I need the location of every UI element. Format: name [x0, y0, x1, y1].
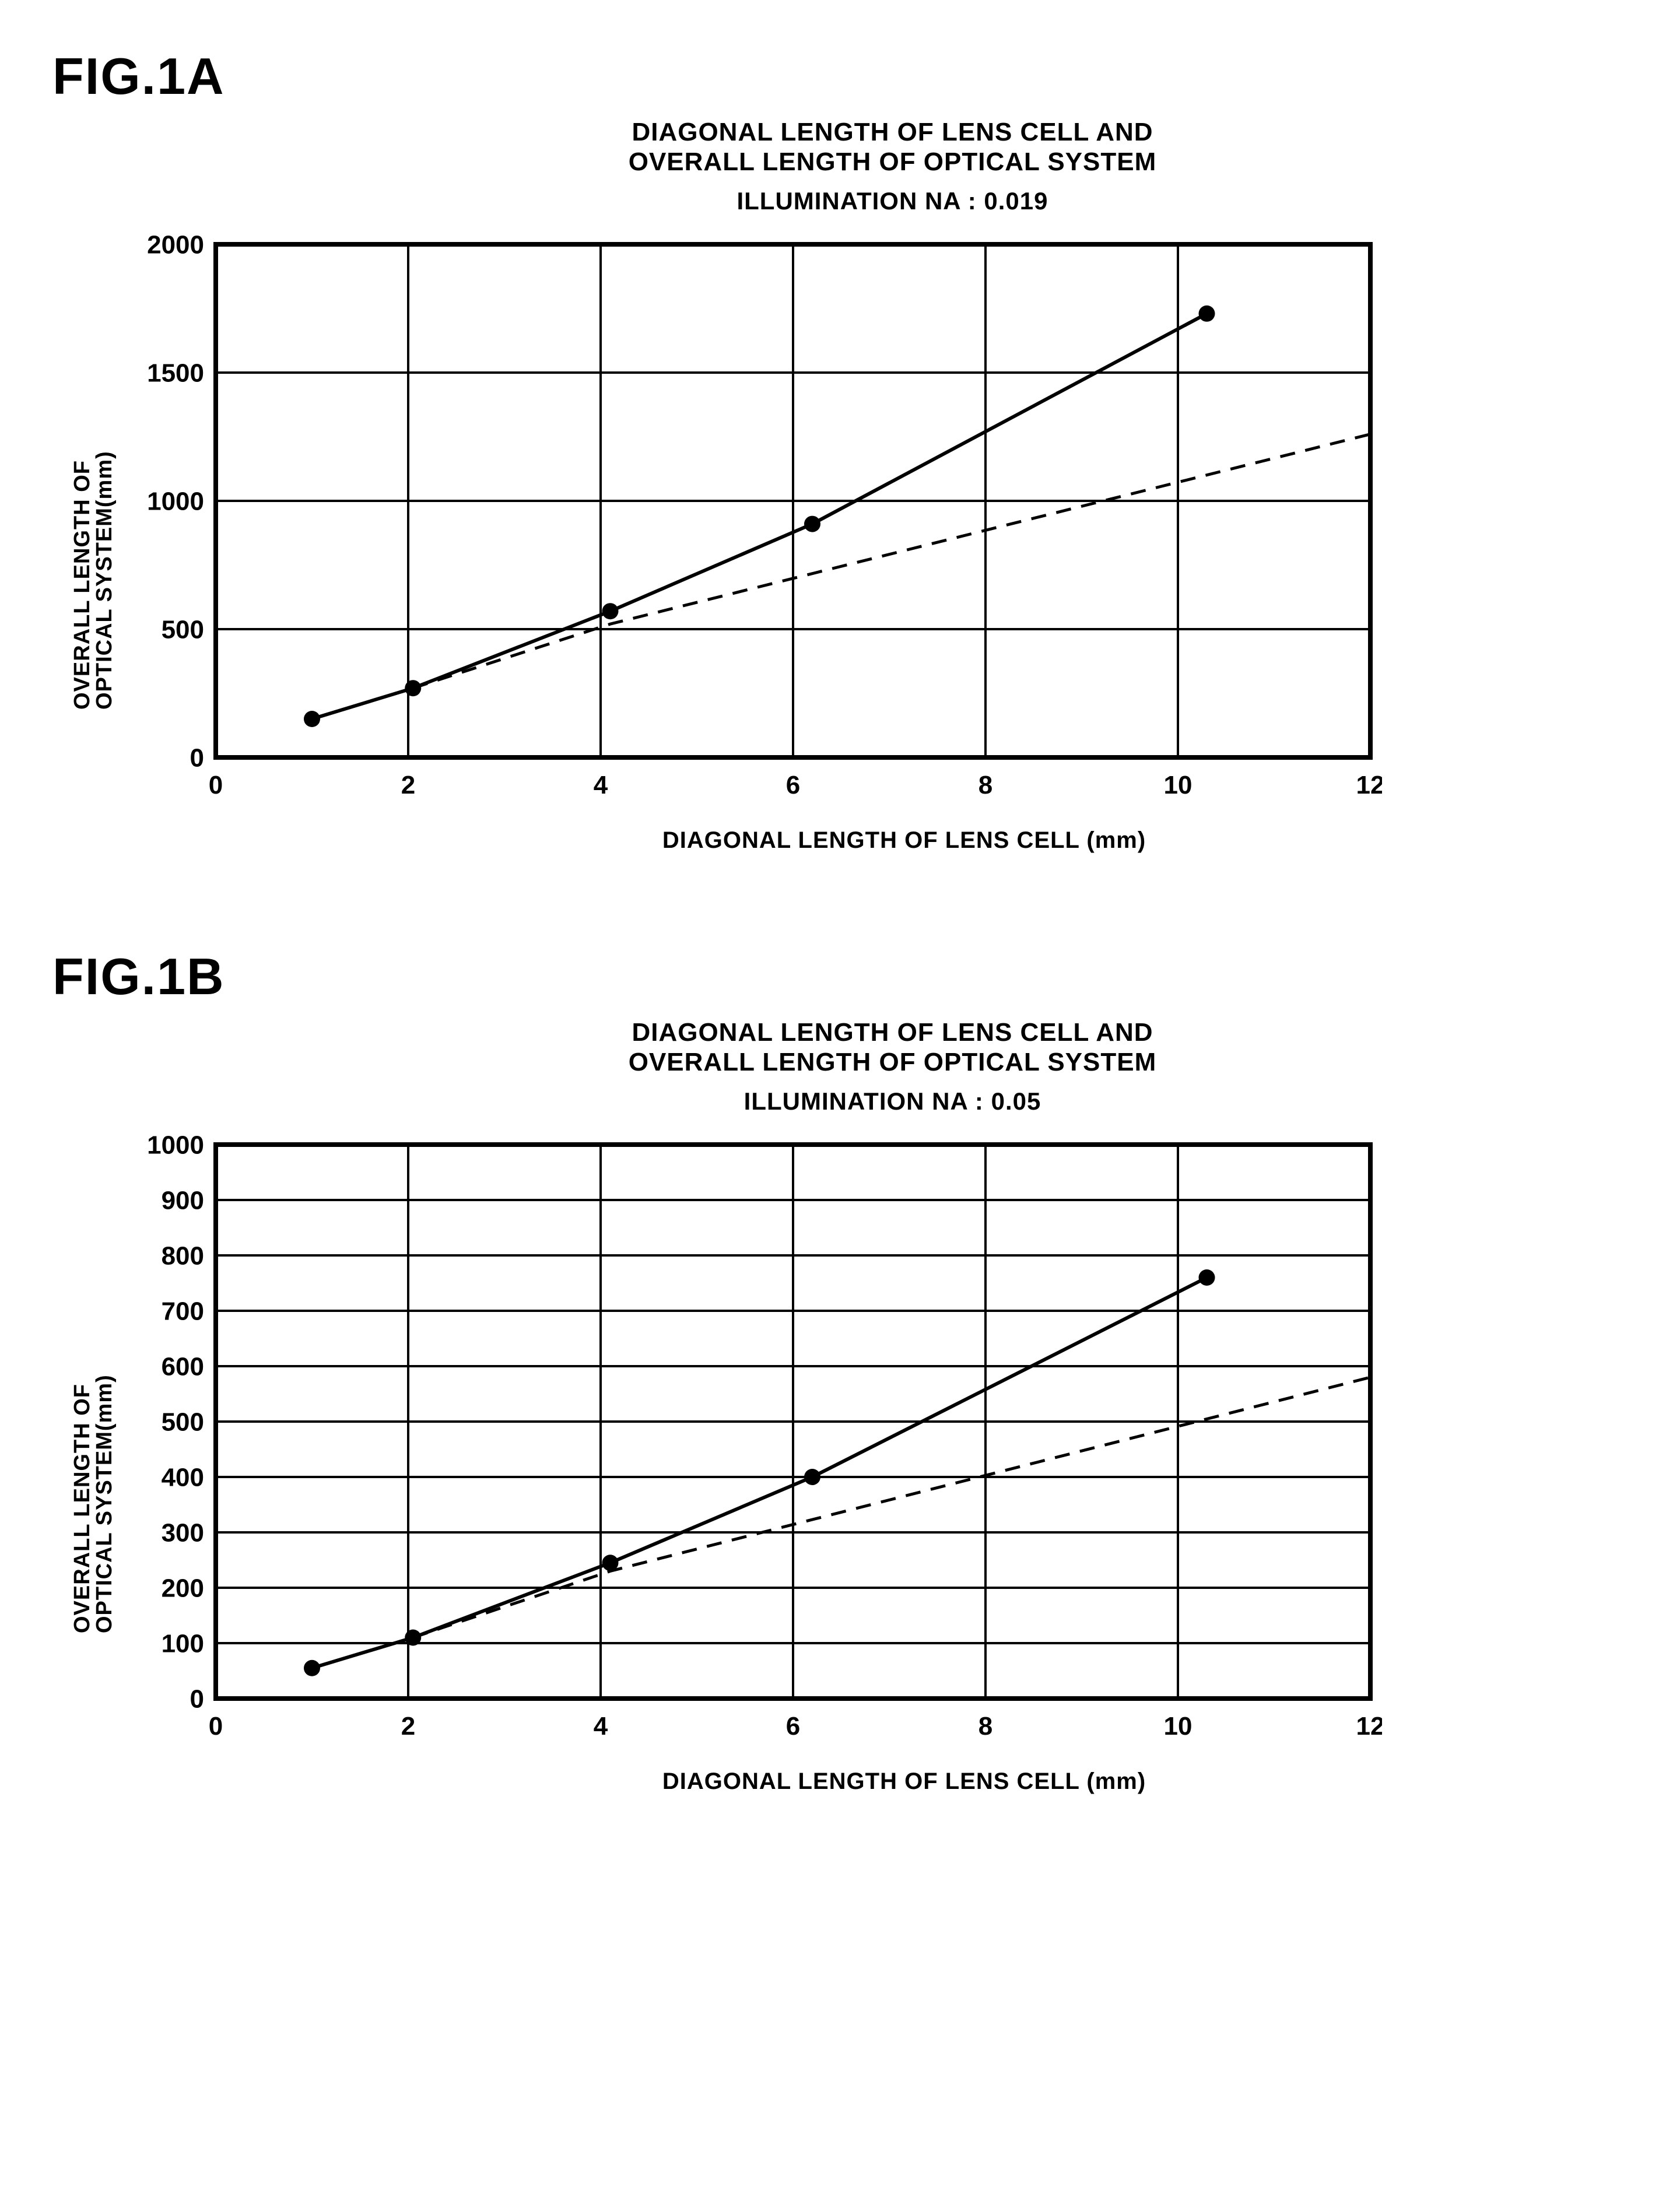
- chart-area-b: OVERALL LENGTH OF OPTICAL SYSTEM(mm) 010…: [128, 1133, 1645, 1795]
- ylabel-b: OVERALL LENGTH OF OPTICAL SYSTEM(mm): [71, 1213, 115, 1633]
- svg-text:8: 8: [978, 1712, 992, 1741]
- svg-text:6: 6: [786, 771, 800, 799]
- svg-text:0: 0: [190, 1685, 204, 1714]
- svg-text:2: 2: [401, 1712, 415, 1741]
- xlabel-a: DIAGONAL LENGTH OF LENS CELL (mm): [163, 827, 1645, 854]
- figure-1b: FIG.1B DIAGONAL LENGTH OF LENS CELL AND …: [35, 947, 1645, 1795]
- svg-text:300: 300: [162, 1519, 204, 1548]
- svg-text:900: 900: [162, 1187, 204, 1215]
- svg-text:10: 10: [1164, 771, 1193, 799]
- svg-text:800: 800: [162, 1242, 204, 1271]
- svg-text:1500: 1500: [147, 359, 204, 388]
- subtitle-a: ILLUMINATION NA : 0.019: [140, 187, 1645, 215]
- subtitle-b: ILLUMINATION NA : 0.05: [140, 1087, 1645, 1115]
- title-block-b: DIAGONAL LENGTH OF LENS CELL AND OVERALL…: [140, 1018, 1645, 1115]
- svg-text:500: 500: [162, 1408, 204, 1437]
- svg-text:500: 500: [162, 616, 204, 644]
- svg-text:2: 2: [401, 771, 415, 799]
- svg-text:4: 4: [594, 1712, 608, 1741]
- ylabel-a: OVERALL LENGTH OF OPTICAL SYSTEM(mm): [71, 290, 115, 710]
- chart-svg-a: 0 500 1000 1500 2000 0 2 4 6 8 10 12: [128, 233, 1382, 810]
- title-line2-b: OVERALL LENGTH OF OPTICAL SYSTEM: [140, 1048, 1645, 1078]
- svg-text:12: 12: [1356, 1712, 1382, 1741]
- svg-text:0: 0: [209, 1712, 223, 1741]
- svg-text:200: 200: [162, 1574, 204, 1603]
- svg-text:2000: 2000: [147, 233, 204, 259]
- svg-text:0: 0: [209, 771, 223, 799]
- svg-text:700: 700: [162, 1297, 204, 1326]
- svg-text:400: 400: [162, 1464, 204, 1492]
- svg-text:1000: 1000: [147, 1133, 204, 1159]
- svg-text:1000: 1000: [147, 487, 204, 516]
- svg-text:600: 600: [162, 1353, 204, 1381]
- chart-svg-b: 0 100 200 300 400 500 600 700 800 900 1000 0 2 4 6 8 10 1…: [128, 1133, 1382, 1751]
- xlabel-b: DIAGONAL LENGTH OF LENS CELL (mm): [163, 1769, 1645, 1795]
- title-line1-b: DIAGONAL LENGTH OF LENS CELL AND: [140, 1018, 1645, 1048]
- title-line2-a: OVERALL LENGTH OF OPTICAL SYSTEM: [140, 148, 1645, 177]
- fig-label-a: FIG.1A: [52, 47, 1645, 106]
- fig-label-b: FIG.1B: [52, 947, 1645, 1006]
- svg-text:10: 10: [1164, 1712, 1193, 1741]
- title-line1-a: DIAGONAL LENGTH OF LENS CELL AND: [140, 118, 1645, 148]
- figure-1a: FIG.1A DIAGONAL LENGTH OF LENS CELL AND …: [35, 47, 1645, 854]
- svg-text:100: 100: [162, 1630, 204, 1658]
- svg-text:8: 8: [978, 771, 992, 799]
- svg-text:6: 6: [786, 1712, 800, 1741]
- svg-text:4: 4: [594, 771, 608, 799]
- title-block-a: DIAGONAL LENGTH OF LENS CELL AND OVERALL…: [140, 118, 1645, 215]
- chart-area-a: OVERALL LENGTH OF OPTICAL SYSTEM(mm) 050…: [128, 233, 1645, 854]
- svg-text:0: 0: [190, 744, 204, 773]
- svg-text:12: 12: [1356, 771, 1382, 799]
